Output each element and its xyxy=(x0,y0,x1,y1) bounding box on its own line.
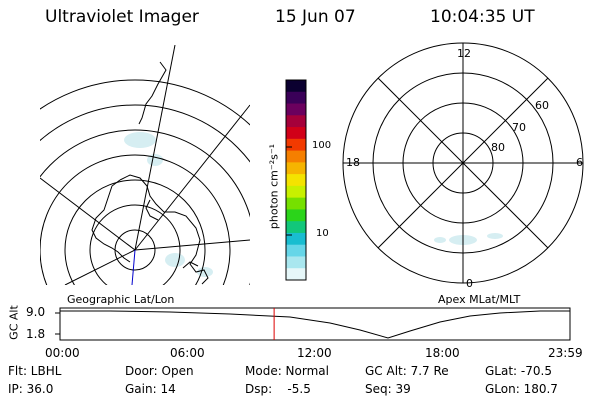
mlt-label-12: 12 xyxy=(457,47,471,60)
info-dsp: Dsp: -5.5 xyxy=(245,382,311,396)
instrument-title: Ultraviolet Imager xyxy=(45,7,199,27)
colorbar-band xyxy=(286,150,306,163)
info-flt: Flt: LBHL xyxy=(8,364,62,378)
altitude-tick-9: 9.0 xyxy=(26,305,46,319)
altitude-axis-label: GC Alt xyxy=(7,305,21,340)
info-seq: Seq: 39 xyxy=(365,382,411,396)
info-door: Door: Open xyxy=(125,364,194,378)
altitude-strip xyxy=(55,307,571,341)
colorbar-band xyxy=(286,91,306,105)
aurora-emission-right xyxy=(434,233,503,245)
info-glon: GLon: 180.7 xyxy=(485,382,558,396)
date-label: 15 Jun 07 xyxy=(275,7,356,27)
mlt-label-6: 6 xyxy=(576,156,583,169)
mlat-label-70: 70 xyxy=(512,121,526,134)
colorbar xyxy=(285,79,307,281)
colorbar-tick-10: 10 xyxy=(316,228,329,239)
colorbar-band xyxy=(286,268,306,281)
colorbar-band xyxy=(286,162,306,175)
info-gain: Gain: 14 xyxy=(125,382,176,396)
colorbar-band xyxy=(286,244,306,257)
coastlines xyxy=(91,61,209,285)
colorbar-band xyxy=(286,221,306,234)
latitude-circles xyxy=(40,79,250,285)
right-panel-caption: Apex MLat/MLT xyxy=(438,293,521,306)
altitude-tick-1-8: 1.8 xyxy=(26,327,46,341)
colorbar-band xyxy=(286,174,306,187)
colorbar-band xyxy=(286,256,306,269)
colorbar-band xyxy=(286,138,306,152)
time-tick-1800: 18:00 xyxy=(425,346,460,360)
mlat-label-60: 60 xyxy=(535,99,549,112)
colorbar-tick-100: 100 xyxy=(312,140,332,151)
colorbar-band xyxy=(286,197,306,210)
colorbar-band xyxy=(286,80,306,93)
colorbar-band xyxy=(286,103,306,116)
colorbar-band xyxy=(286,185,306,199)
pole-marker-line xyxy=(131,249,136,285)
colorbar-unit-label: photon cm⁻²s⁻¹ xyxy=(267,143,281,230)
colorbar-band xyxy=(286,209,306,222)
mlt-label-0: 0 xyxy=(466,277,473,290)
colorbar-band xyxy=(286,232,306,246)
info-mode: Mode: Normal xyxy=(245,364,329,378)
left-panel-caption: Geographic Lat/Lon xyxy=(67,293,175,306)
info-glat: GLat: -70.5 xyxy=(485,364,552,378)
info-ip: IP: 36.0 xyxy=(8,382,54,396)
altitude-curve xyxy=(60,310,570,339)
mlat-label-80: 80 xyxy=(491,141,505,154)
colorbar-band xyxy=(286,127,306,140)
time-tick-0600: 06:00 xyxy=(170,346,205,360)
apex-polar-plot xyxy=(342,42,584,284)
aurora-emission-left xyxy=(124,132,213,277)
time-label: 10:04:35 UT xyxy=(430,7,535,27)
time-tick-0000: 00:00 xyxy=(45,346,80,360)
colorbar-band xyxy=(286,115,306,128)
meridians xyxy=(40,45,250,285)
time-tick-1200: 12:00 xyxy=(297,346,332,360)
mlt-label-18: 18 xyxy=(346,156,360,169)
time-tick-2359: 23:59 xyxy=(548,346,583,360)
info-gc-alt: GC Alt: 7.7 Re xyxy=(365,364,449,378)
geographic-map xyxy=(40,45,250,285)
